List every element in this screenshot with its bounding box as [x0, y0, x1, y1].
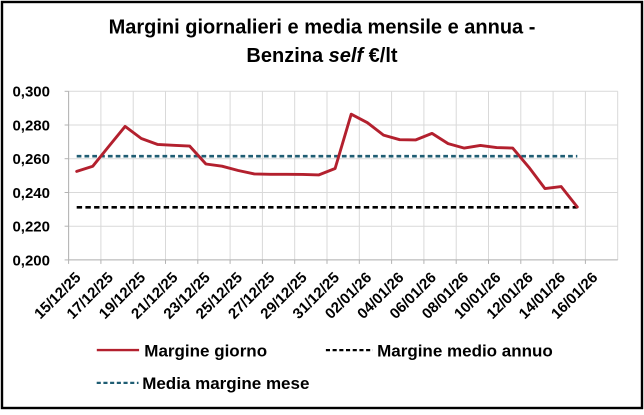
svg-text:0,220: 0,220 [12, 219, 50, 236]
svg-text:Margini giornalieri e media me: Margini giornalieri e media mensile e an… [109, 17, 536, 39]
svg-text:Benzina self €/lt: Benzina self €/lt [246, 45, 398, 67]
svg-text:0,260: 0,260 [12, 151, 50, 168]
svg-text:Media margine mese: Media margine mese [142, 374, 309, 393]
svg-text:0,300: 0,300 [12, 84, 50, 101]
svg-text:0,240: 0,240 [12, 185, 50, 202]
svg-text:Margine medio annuo: Margine medio annuo [377, 341, 553, 360]
svg-text:Margine giorno: Margine giorno [144, 341, 267, 360]
svg-text:0,280: 0,280 [12, 117, 50, 134]
svg-text:0,200: 0,200 [12, 252, 50, 269]
